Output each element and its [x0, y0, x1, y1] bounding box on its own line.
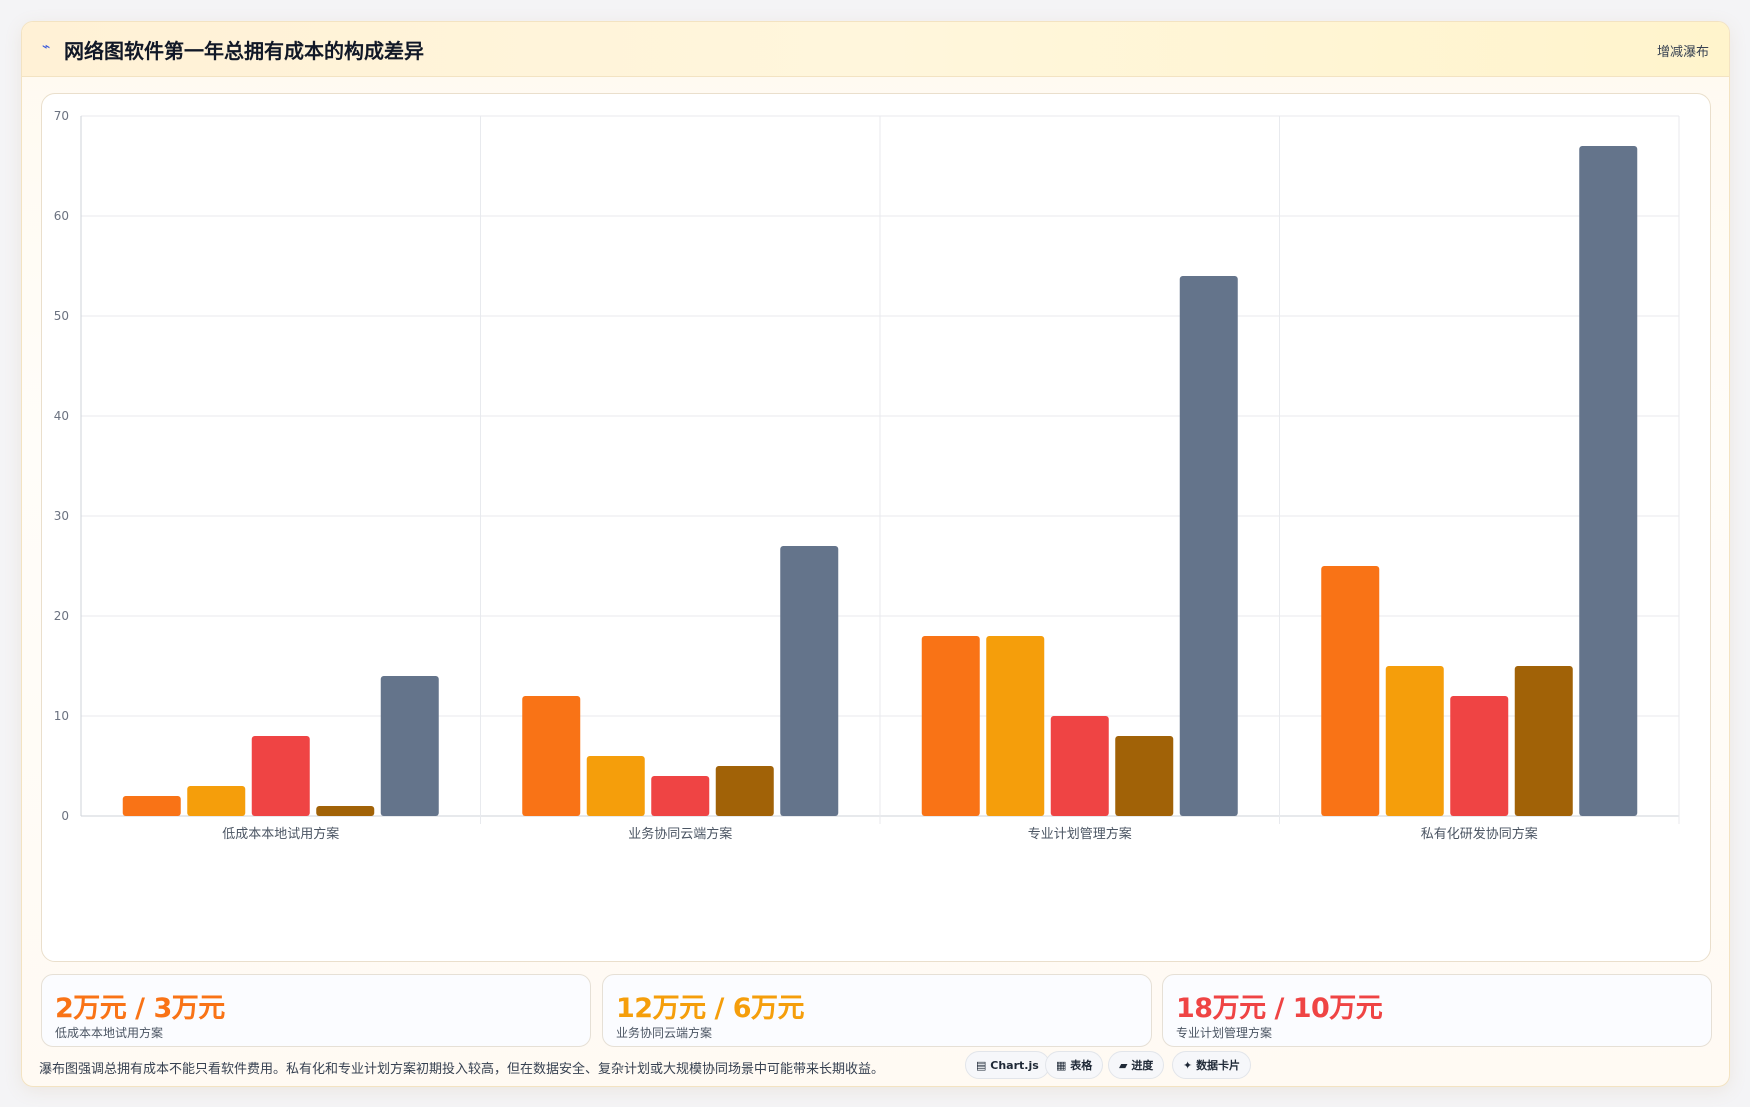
bar [1514, 666, 1573, 816]
bar [780, 546, 839, 816]
panel-header: ⌁ 网络图软件第一年总拥有成本的构成差异 增减瀑布 [22, 22, 1729, 77]
stat-label: 专业计划管理方案 [1176, 1026, 1273, 1040]
bar [1579, 146, 1638, 816]
stat-card-2: 12万元 / 6万元 业务协同云端方案 [602, 974, 1152, 1047]
y-tick-label: 10 [54, 709, 69, 723]
progress-icon: ▰ [1119, 1059, 1128, 1072]
stat-card-3: 18万元 / 10万元 专业计划管理方案 [1162, 974, 1712, 1047]
trend-icon: ⌁ [42, 39, 51, 55]
y-tick-label: 60 [54, 209, 69, 223]
bar [187, 786, 246, 816]
chip-label: 表格 [1070, 1059, 1093, 1072]
bar [586, 756, 645, 816]
y-tick-label: 0 [61, 809, 69, 823]
bar [1321, 566, 1380, 816]
stat-value: 2万元 / 3万元 [55, 993, 225, 1024]
bar [1450, 696, 1509, 816]
x-tick-label: 业务协同云端方案 [628, 826, 732, 842]
bar [122, 796, 181, 816]
table-icon: ▦ [1056, 1059, 1067, 1072]
bar [251, 736, 310, 816]
stat-label: 业务协同云端方案 [616, 1026, 713, 1040]
card-icon: ✦ [1183, 1059, 1193, 1072]
footnote: 瀑布图强调总拥有成本不能只看软件费用。私有化和专业计划方案初期投入较高，但在数据… [39, 1062, 885, 1077]
x-tick-label: 低成本本地试用方案 [222, 826, 339, 842]
chip-chartjs[interactable]: ▤ Chart.js [965, 1051, 1050, 1079]
chip-label: 数据卡片 [1196, 1059, 1241, 1072]
y-tick-label: 40 [54, 409, 69, 423]
bar [715, 766, 774, 816]
stat-card-1: 2万元 / 3万元 低成本本地试用方案 [41, 974, 591, 1047]
y-tick-label: 50 [54, 309, 69, 323]
chip-data-card[interactable]: ✦ 数据卡片 [1172, 1051, 1252, 1079]
x-tick-label: 专业计划管理方案 [1028, 826, 1132, 842]
y-tick-label: 70 [54, 109, 69, 123]
chip-label: 进度 [1131, 1059, 1154, 1072]
chip-table[interactable]: ▦ 表格 [1045, 1051, 1104, 1079]
page-title: 网络图软件第一年总拥有成本的构成差异 [64, 39, 424, 63]
bar [1050, 716, 1109, 816]
bar [1385, 666, 1444, 816]
bar [1115, 736, 1174, 816]
bar [522, 696, 581, 816]
stat-value: 18万元 / 10万元 [1176, 993, 1383, 1024]
bar [921, 636, 980, 816]
y-tick-label: 20 [54, 609, 69, 623]
chip-label: Chart.js [990, 1059, 1039, 1072]
x-tick-label: 私有化研发协同方案 [1421, 826, 1538, 842]
stat-label: 低成本本地试用方案 [55, 1026, 164, 1040]
chip-progress[interactable]: ▰ 进度 [1108, 1051, 1165, 1079]
y-tick-label: 30 [54, 509, 69, 523]
stat-value: 12万元 / 6万元 [616, 993, 805, 1024]
app-window: ⌁ 网络图软件第一年总拥有成本的构成差异 增减瀑布 0 10 20 30 40 50 60 7… [21, 21, 1730, 1087]
chart-card: 0 10 20 30 40 50 60 70 低成本本地试用方案 业务协同云端方案 专业计划管理方案… [41, 93, 1711, 962]
bar [986, 636, 1045, 816]
bar [651, 776, 710, 816]
chart-icon: ▤ [976, 1059, 987, 1072]
chart-mode-button[interactable]: 增减瀑布 [1656, 45, 1709, 60]
bar [316, 806, 375, 816]
bar [380, 676, 439, 816]
bar-chart: 0 10 20 30 40 50 60 70 低成本本地试用方案 业务协同云端方案 专业计划管理方案… [54, 109, 1680, 842]
bar [1179, 276, 1238, 816]
